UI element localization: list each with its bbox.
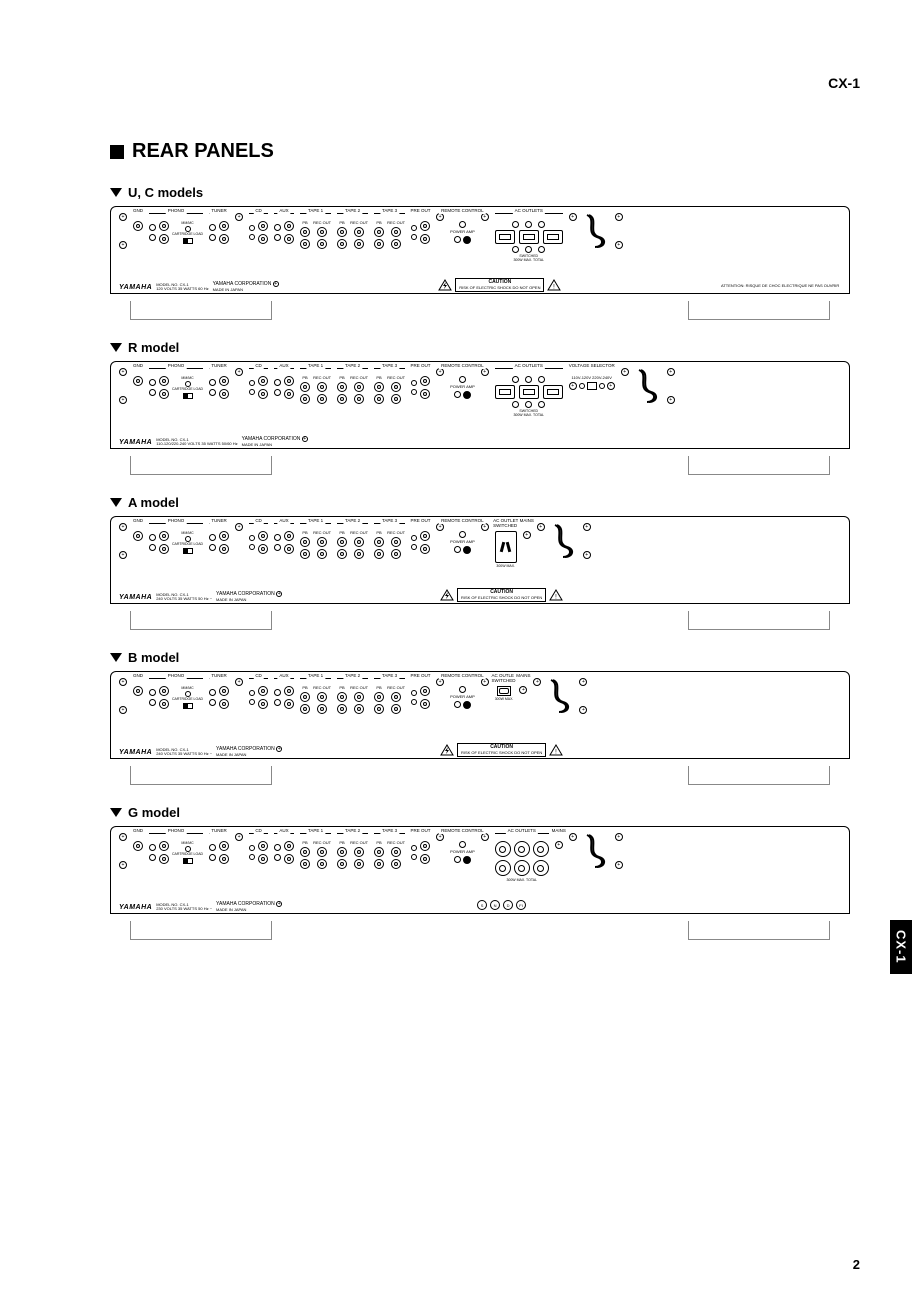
page-number: 2 [853,1257,860,1272]
model-label-text: A model [128,495,179,510]
square-bullet-icon [110,145,124,159]
panel-foot-uc [110,298,850,324]
caution-block: CAUTIONRISK OF ELECTRIC SHOCK DO NOT OPE… [440,588,563,602]
model-badge: YAMAHA MODEL NO. CX-1 240 VOLTS 35 WATTS… [119,746,282,758]
model-badge: YAMAHA MODEL NO. CX-1 110-120/220-240 VO… [119,436,308,448]
triangle-down-icon [110,188,122,197]
rear-panel-a: GND PHONO MM/MC CARTRIDGE LOAD TUNER [110,516,850,604]
model-label-g: G model [110,805,870,820]
model-label-text: B model [128,650,179,665]
caution-block: SNDFI [477,900,526,910]
caution-block: CAUTIONRISK OF ELECTRIC SHOCK DO NOT OPE… [440,743,563,757]
power-cord-icon [551,523,577,559]
side-tab: CX-1 [890,920,912,974]
model-badge: YAMAHA MODEL NO. CX-1 120 VOLTS 35 WATTS… [119,281,279,293]
document-product-code: CX-1 [828,75,860,91]
caution-block: CAUTIONRISK OF ELECTRIC SHOCK DO NOT OPE… [438,278,561,292]
model-label-a: A model [110,495,870,510]
power-cord-icon [547,678,573,714]
panel-foot-g [110,918,850,944]
power-cord-icon [635,368,661,404]
model-label-b: B model [110,650,870,665]
power-cord-icon [583,213,609,249]
model-label-r: R model [110,340,870,355]
model-label-text: R model [128,340,179,355]
triangle-down-icon [110,653,122,662]
section-title: REAR PANELS [110,140,870,163]
rear-panel-b: GND PHONO MM/MC CARTRIDGE LOAD TUNER [110,671,850,759]
panel-foot-a [110,608,850,634]
triangle-down-icon [110,343,122,352]
rear-panel-uc: GND PHONO MM/MC CARTRIDGE LOAD TUNER [110,206,850,294]
rear-panel-g: GND PHONO MM/MC CARTRIDGE LOAD TUNER [110,826,850,914]
power-cord-icon [583,833,609,869]
model-label-uc: U, C models [110,185,870,200]
attention-text: ATTENTION: RISQUE DE CHOC ELECTRIQUE NE … [721,283,841,288]
triangle-down-icon [110,498,122,507]
panel-foot-r [110,453,850,479]
model-label-text: U, C models [128,185,203,200]
triangle-down-icon [110,808,122,817]
rear-panel-r: GND PHONO MM/MC CARTRIDGE LOAD TUNER [110,361,850,449]
model-badge: YAMAHA MODEL NO. CX-1 230 VOLTS 35 WATTS… [119,901,282,913]
model-badge: YAMAHA MODEL NO. CX-1 240 VOLTS 35 WATTS… [119,591,282,603]
section-title-text: REAR PANELS [132,140,274,163]
model-label-text: G model [128,805,180,820]
panel-foot-b [110,763,850,789]
